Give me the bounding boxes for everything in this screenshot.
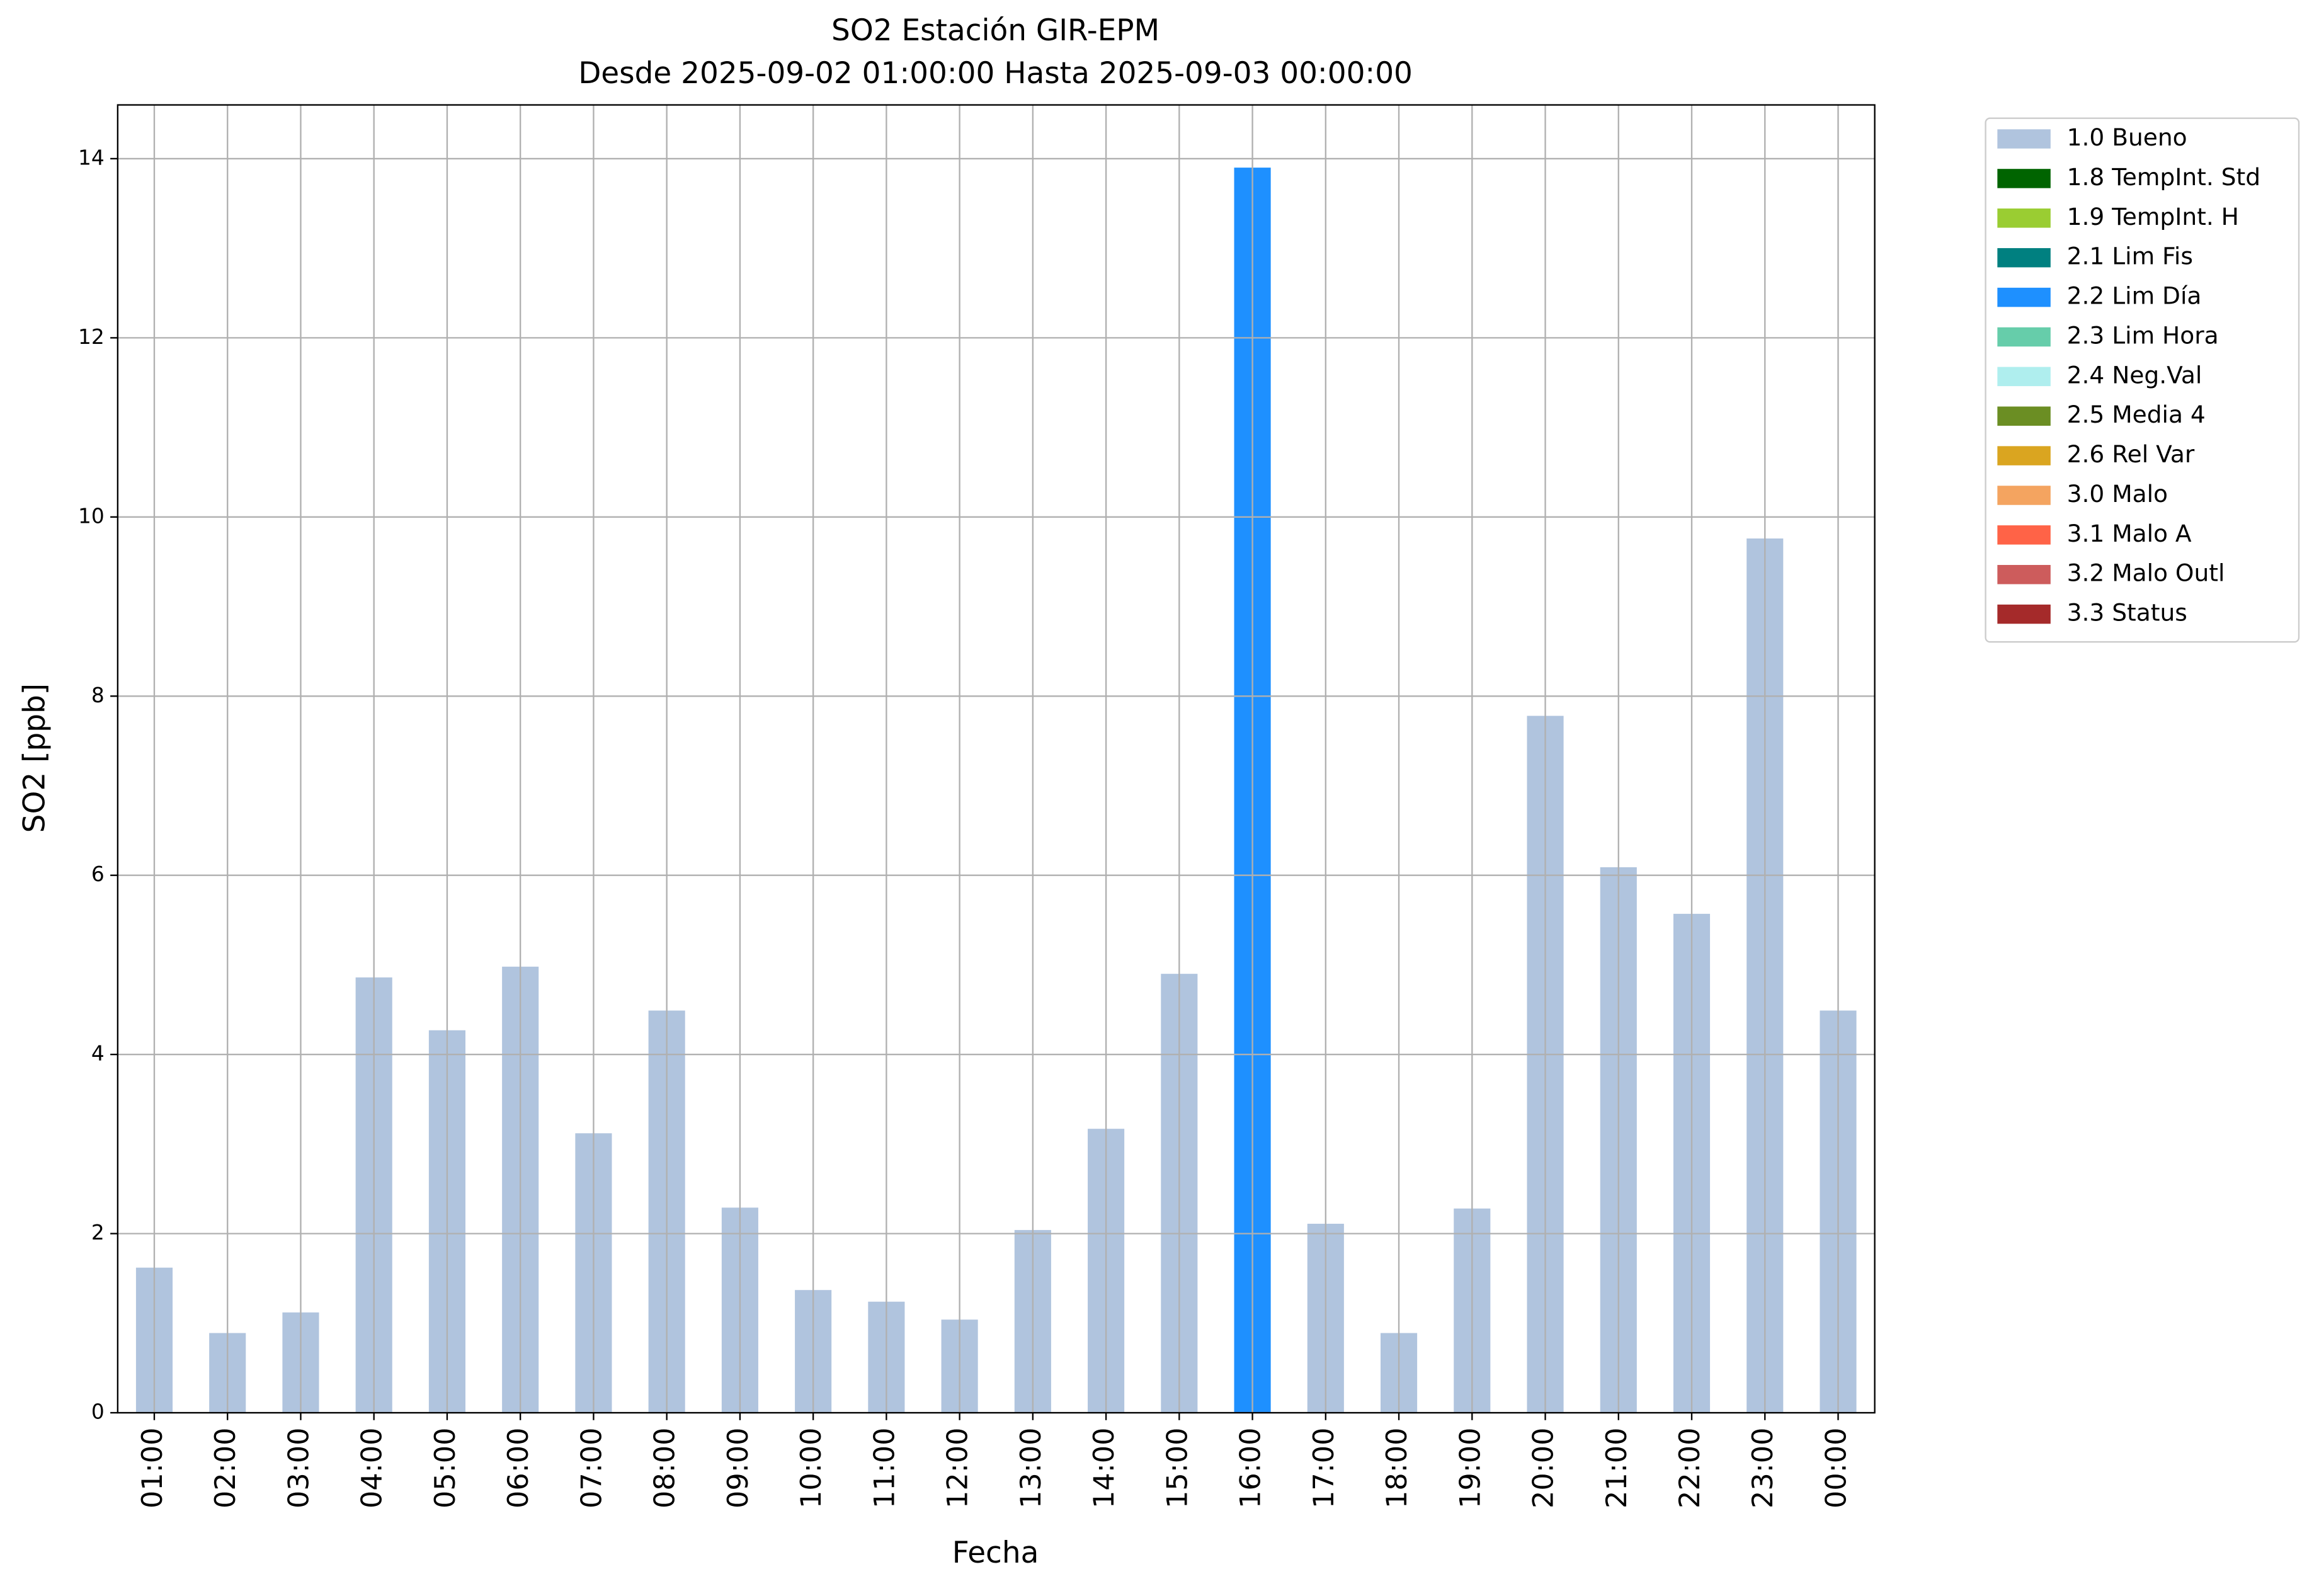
legend-label: 2.4 Neg.Val — [2067, 361, 2202, 389]
legend-label: 2.3 Lim Hora — [2067, 321, 2219, 349]
legend-swatch — [1997, 446, 2051, 465]
legend-label: 1.8 TempInt. Std — [2067, 163, 2260, 191]
y-tick-label: 8 — [91, 683, 105, 707]
legend-swatch — [1997, 525, 2051, 545]
y-tick-label: 4 — [91, 1042, 105, 1066]
chart-title: SO2 Estación GIR-EPM — [831, 13, 1160, 48]
x-tick-label: 06:00 — [502, 1428, 535, 1508]
legend-label: 1.9 TempInt. H — [2067, 203, 2239, 231]
x-tick-label: 19:00 — [1454, 1428, 1486, 1508]
legend-swatch — [1997, 287, 2051, 307]
y-axis-label: SO2 [ppb] — [17, 683, 52, 833]
x-tick-label: 18:00 — [1381, 1428, 1413, 1508]
plot-frame — [117, 104, 1876, 1414]
legend-swatch — [1997, 327, 2051, 347]
legend-label: 3.2 Malo Outl — [2067, 559, 2225, 587]
legend-swatch — [1997, 486, 2051, 505]
x-tick-label: 14:00 — [1088, 1428, 1120, 1508]
x-tick-label: 17:00 — [1308, 1428, 1340, 1508]
x-tick-label: 22:00 — [1673, 1428, 1706, 1508]
y-tick-label: 6 — [91, 862, 105, 886]
chart-subtitle: Desde 2025-09-02 01:00:00 Hasta 2025-09-… — [578, 56, 1413, 91]
x-tick-label: 00:00 — [1820, 1428, 1852, 1508]
x-tick-label: 23:00 — [1746, 1428, 1779, 1508]
legend-label: 1.0 Bueno — [2067, 123, 2187, 151]
legend-swatch — [1997, 129, 2051, 149]
x-tick-label: 21:00 — [1600, 1428, 1633, 1508]
legend-swatch — [1997, 406, 2051, 426]
x-tick-label: 10:00 — [795, 1428, 828, 1508]
legend-label: 2.2 Lim Día — [2067, 282, 2202, 310]
legend-label: 3.0 Malo — [2067, 480, 2168, 508]
legend-swatch — [1997, 248, 2051, 268]
legend-label: 3.1 Malo A — [2067, 520, 2192, 547]
x-tick-label: 15:00 — [1161, 1428, 1194, 1508]
legend-swatch — [1997, 564, 2051, 584]
legend-box — [1985, 117, 2300, 643]
legend-label: 2.1 Lim Fis — [2067, 242, 2193, 270]
y-tick-label: 12 — [78, 325, 105, 349]
x-tick-label: 05:00 — [429, 1428, 462, 1508]
x-tick-label: 07:00 — [575, 1428, 608, 1508]
x-tick-label: 12:00 — [942, 1428, 974, 1508]
x-tick-label: 01:00 — [136, 1428, 169, 1508]
x-tick-label: 04:00 — [356, 1428, 389, 1508]
x-tick-label: 20:00 — [1527, 1428, 1560, 1508]
legend-label: 3.3 Status — [2067, 599, 2187, 627]
x-tick-label: 02:00 — [209, 1428, 242, 1508]
y-tick-label: 10 — [78, 504, 105, 528]
x-tick-label: 16:00 — [1234, 1428, 1267, 1508]
y-tick-label: 2 — [91, 1221, 105, 1245]
legend-swatch — [1997, 367, 2051, 387]
x-axis-label: Fecha — [952, 1536, 1039, 1570]
legend-swatch — [1997, 169, 2051, 188]
legend-label: 2.5 Media 4 — [2067, 401, 2206, 428]
legend-label: 2.6 Rel Var — [2067, 440, 2195, 468]
x-tick-label: 08:00 — [649, 1428, 681, 1508]
x-tick-label: 13:00 — [1015, 1428, 1047, 1508]
y-tick-label: 14 — [78, 145, 105, 169]
x-tick-label: 03:00 — [282, 1428, 315, 1508]
x-tick-label: 11:00 — [868, 1428, 901, 1508]
legend-swatch — [1997, 604, 2051, 624]
x-tick-label: 09:00 — [722, 1428, 755, 1508]
y-tick-label: 0 — [91, 1400, 105, 1424]
legend-swatch — [1997, 208, 2051, 228]
